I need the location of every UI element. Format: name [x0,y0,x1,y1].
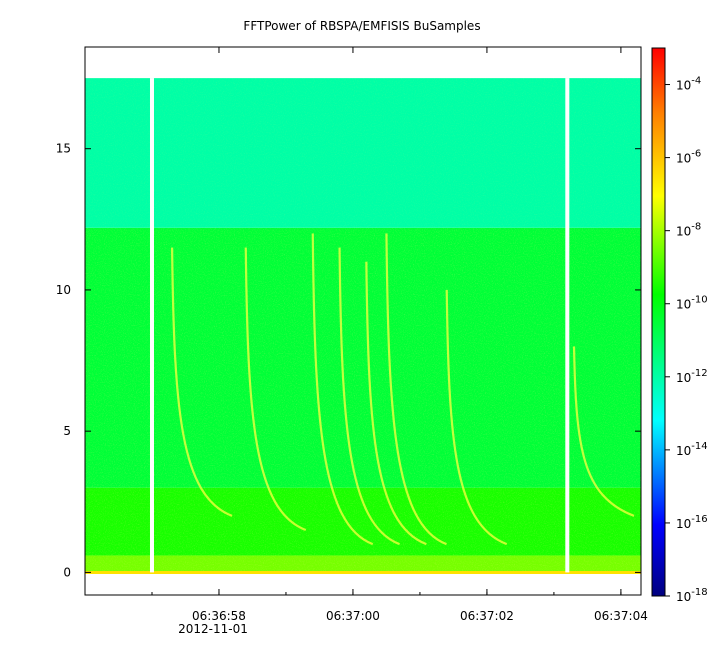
whistler-trace [338,247,400,546]
band-noise-1 [85,487,641,556]
y-tick-label: 5 [63,424,71,438]
band-noise-3 [85,78,641,228]
chart-title: FFTPower of RBSPA/EMFISIS BuSamples [243,19,480,33]
colorbar-axis: 10-4 10-6 10-8 10-10 10-12 10-14 10-16 10-18 [665,76,708,604]
plot-frame [84,46,642,596]
x-date-label: 2012-11-01 [178,622,248,636]
colorbar-tick-label: 10-12 [676,368,708,385]
y-tick-label: 0 [63,565,71,579]
whistler-trace [385,233,447,546]
colorbar-tick-label: 10-16 [676,514,708,531]
whistler-trace [244,247,307,532]
colorbar-tick-label: 10-4 [676,76,701,93]
x-tick-label: 06:36:58 [192,609,246,623]
colorbar-tick-label: 10-6 [676,149,701,166]
no-data-region [85,47,641,79]
band-noise-0 [85,555,641,573]
x-tick-label: 06:37:02 [460,609,514,623]
colorbar [651,47,666,597]
y-tick-label: 15 [56,142,71,156]
x-tick-label: 06:37:04 [594,609,648,623]
y-tick-label: 10 [56,283,71,297]
colorbar-tick-label: 10-14 [676,441,708,458]
whistler-trace [311,233,374,546]
y-axis: 0 5 10 15 [56,142,641,579]
data-gap [565,78,570,573]
band-noise-2 [85,227,641,488]
base-line [85,570,641,574]
colorbar-tick-label: 10-18 [676,587,708,604]
data-gap [149,78,154,573]
plot-area [85,47,641,574]
colorbar-tick-label: 10-10 [676,295,708,312]
whistler-trace [572,346,635,517]
x-tick-label: 06:37:00 [326,609,380,623]
whistler-trace [365,261,427,546]
colorbar-tick-label: 10-8 [676,222,701,239]
whistler-trace [445,289,508,546]
whistler-trace [170,247,233,517]
x-axis: 06:36:58 06:37:00 06:37:02 06:37:04 [84,47,648,623]
